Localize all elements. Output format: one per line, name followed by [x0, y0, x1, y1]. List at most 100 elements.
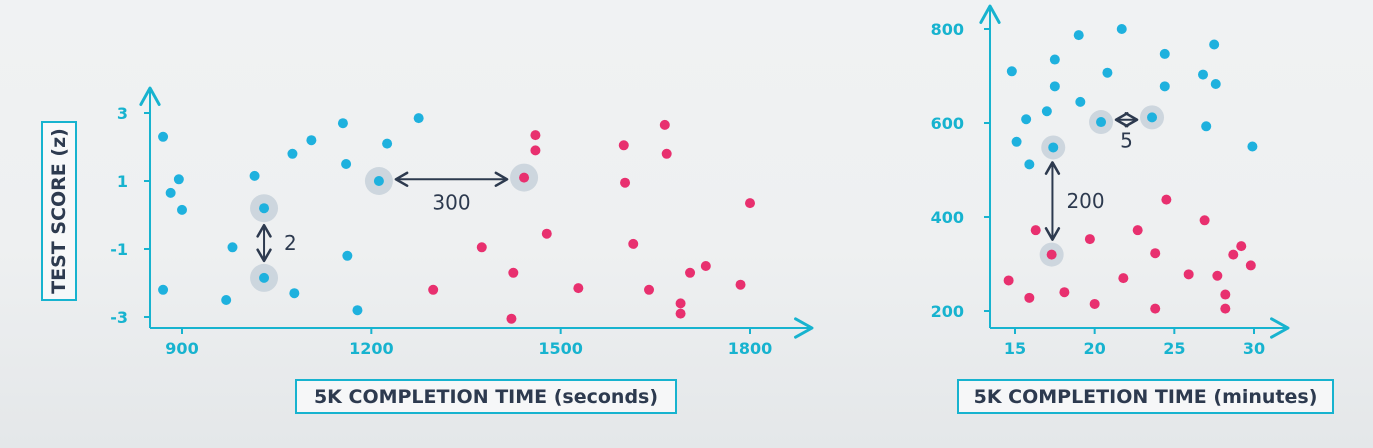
distance-label: 2: [284, 231, 297, 255]
y-tick-label: 800: [931, 20, 964, 39]
pink-data-point: [1003, 275, 1014, 286]
blue-data-point: [177, 204, 187, 215]
blue-data-point: [1247, 141, 1258, 152]
pink-data-point: [1046, 249, 1057, 260]
x-tick-label: 1200: [349, 339, 394, 358]
pink-data-point: [541, 228, 552, 239]
pink-data-point: [1245, 260, 1256, 271]
x-axis-label-minutes: 5K COMPLETION TIME (minutes): [957, 379, 1334, 414]
pink-data-point: [1132, 225, 1143, 236]
blue-data-point: [342, 250, 353, 261]
blue-data-point: [1041, 106, 1052, 117]
blue-data-point: [1049, 54, 1060, 65]
pink-data-point: [1150, 248, 1161, 259]
blue-data-point: [259, 203, 270, 214]
blue-data-point: [337, 118, 348, 129]
pink-data-point: [685, 267, 696, 278]
pink-data-point: [618, 140, 629, 151]
blue-data-point: [221, 295, 232, 305]
pink-data-point: [1084, 234, 1095, 245]
pink-data-point: [1236, 241, 1247, 252]
x-tick-label: 1500: [538, 339, 583, 358]
right-scatter-chart: 15 20 25 30 200 400 600 800 200 5: [931, 4, 1290, 358]
blue-data-point: [249, 170, 260, 181]
blue-data-point: [1011, 136, 1022, 147]
blue-data-point: [413, 113, 424, 124]
pink-data-point: [1199, 215, 1210, 226]
blue-data-point: [289, 288, 300, 299]
y-tick-label: 3: [117, 104, 128, 123]
pink-data-point: [508, 267, 519, 278]
pink-data-point: [573, 283, 584, 294]
pink-data-point: [700, 261, 711, 271]
blue-data-point: [1096, 117, 1107, 128]
y-tick-label: -1: [110, 240, 128, 259]
blue-data-point: [1210, 78, 1221, 89]
blue-data-point: [165, 187, 176, 198]
pink-data-point: [1024, 292, 1035, 303]
blue-data-point: [1048, 142, 1059, 153]
pink-data-point: [1220, 289, 1231, 300]
y-tick-label: 400: [931, 208, 964, 227]
blue-data-point: [373, 176, 384, 186]
blue-data-point: [1116, 24, 1127, 34]
blue-data-point: [1021, 114, 1032, 125]
blue-data-point: [1198, 69, 1209, 80]
blue-data-point: [227, 242, 238, 253]
distance-label: 200: [1066, 189, 1104, 213]
pink-data-point: [530, 145, 541, 156]
pink-data-point: [628, 238, 639, 249]
x-tick-label: 900: [165, 339, 198, 358]
blue-data-point: [306, 135, 317, 146]
blue-data-point: [1024, 159, 1035, 170]
blue-data-point: [1073, 30, 1084, 41]
pink-data-point: [1161, 194, 1172, 205]
y-axis-label-text: TEST SCORE (z): [48, 128, 71, 294]
blue-data-point: [1049, 81, 1060, 92]
y-axis-label: TEST SCORE (z): [41, 121, 77, 301]
blue-data-point: [1201, 121, 1212, 132]
blue-data-point: [382, 138, 393, 149]
blue-data-point: [1075, 96, 1086, 107]
blue-data-point: [287, 148, 298, 159]
distance-label: 300: [432, 190, 470, 214]
pink-data-point: [1118, 273, 1129, 284]
pink-data-point: [675, 308, 686, 319]
pink-data-point: [530, 130, 541, 141]
pink-data-point: [519, 172, 530, 183]
blue-data-point: [158, 131, 169, 142]
pink-data-point: [506, 313, 517, 324]
y-tick-label: 1: [117, 172, 128, 191]
pink-data-point: [644, 284, 655, 295]
blue-data-point: [341, 159, 352, 169]
pink-data-point: [1183, 269, 1194, 280]
y-tick-label: 600: [931, 114, 964, 133]
blue-data-point: [352, 305, 363, 316]
pink-data-point: [1030, 225, 1041, 236]
x-tick-label: 25: [1163, 339, 1185, 358]
pink-data-point: [659, 119, 670, 130]
blue-data-point: [259, 272, 270, 283]
blue-data-point: [1006, 66, 1017, 77]
pink-data-point: [620, 177, 631, 188]
pink-data-point: [476, 242, 487, 253]
pink-data-point: [1220, 303, 1231, 314]
blue-data-point: [1209, 39, 1220, 50]
blue-data-point: [158, 284, 169, 295]
left-scatter-chart: 900 1200 1500 1800 3 1 -1 -3 2 300: [110, 86, 814, 358]
blue-data-point: [1102, 67, 1113, 78]
x-tick-label: 15: [1004, 339, 1026, 358]
x-axis-label-seconds: 5K COMPLETION TIME (seconds): [295, 379, 677, 414]
pink-data-point: [1212, 270, 1223, 281]
blue-data-point: [1159, 81, 1170, 92]
pink-data-point: [745, 198, 755, 209]
pink-data-point: [428, 284, 439, 295]
pink-data-point: [661, 148, 672, 159]
x-tick-label: 1800: [728, 339, 773, 358]
distance-label: 5: [1120, 129, 1133, 153]
x-tick-label: 30: [1243, 339, 1265, 358]
y-tick-label: -3: [110, 308, 128, 327]
pink-data-point: [1150, 303, 1161, 314]
y-tick-label: 200: [931, 302, 964, 321]
blue-data-point: [1159, 48, 1170, 59]
